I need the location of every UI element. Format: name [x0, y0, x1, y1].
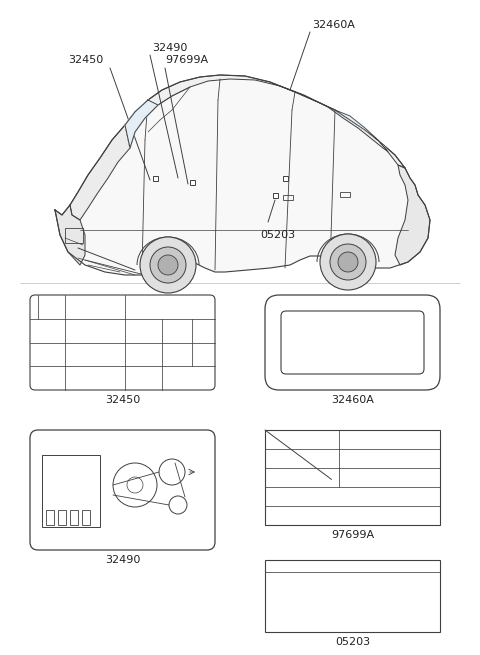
Text: 32490: 32490 [152, 43, 187, 53]
Text: 97699A: 97699A [331, 530, 374, 540]
Bar [153, 176, 157, 181]
Circle shape [158, 255, 178, 275]
Bar [190, 179, 194, 185]
Bar [58, 510, 66, 525]
Text: 05203: 05203 [260, 230, 295, 240]
Bar [46, 510, 54, 525]
Bar [283, 176, 288, 181]
Circle shape [150, 247, 186, 283]
Text: 97699A: 97699A [165, 55, 208, 65]
Circle shape [330, 244, 366, 280]
Bar [340, 192, 350, 197]
Polygon shape [125, 75, 405, 168]
Text: 32450: 32450 [68, 55, 103, 65]
Text: 32490: 32490 [105, 555, 140, 565]
Polygon shape [395, 165, 430, 265]
Circle shape [320, 234, 376, 290]
Bar [65, 228, 83, 243]
Bar [265, 430, 440, 525]
Text: 05203: 05203 [335, 637, 370, 647]
Bar [273, 193, 277, 198]
Bar [265, 560, 440, 632]
Bar [283, 195, 293, 200]
Bar [70, 510, 78, 525]
Text: 32450: 32450 [105, 395, 140, 405]
Circle shape [338, 252, 358, 272]
Polygon shape [125, 100, 158, 148]
Bar [82, 510, 90, 525]
Polygon shape [55, 205, 85, 265]
Text: 32460A: 32460A [331, 395, 374, 405]
Bar [42, 455, 100, 527]
Polygon shape [70, 125, 130, 220]
Polygon shape [55, 75, 430, 275]
Polygon shape [335, 110, 388, 152]
Circle shape [140, 237, 196, 293]
Text: 32460A: 32460A [312, 20, 355, 30]
